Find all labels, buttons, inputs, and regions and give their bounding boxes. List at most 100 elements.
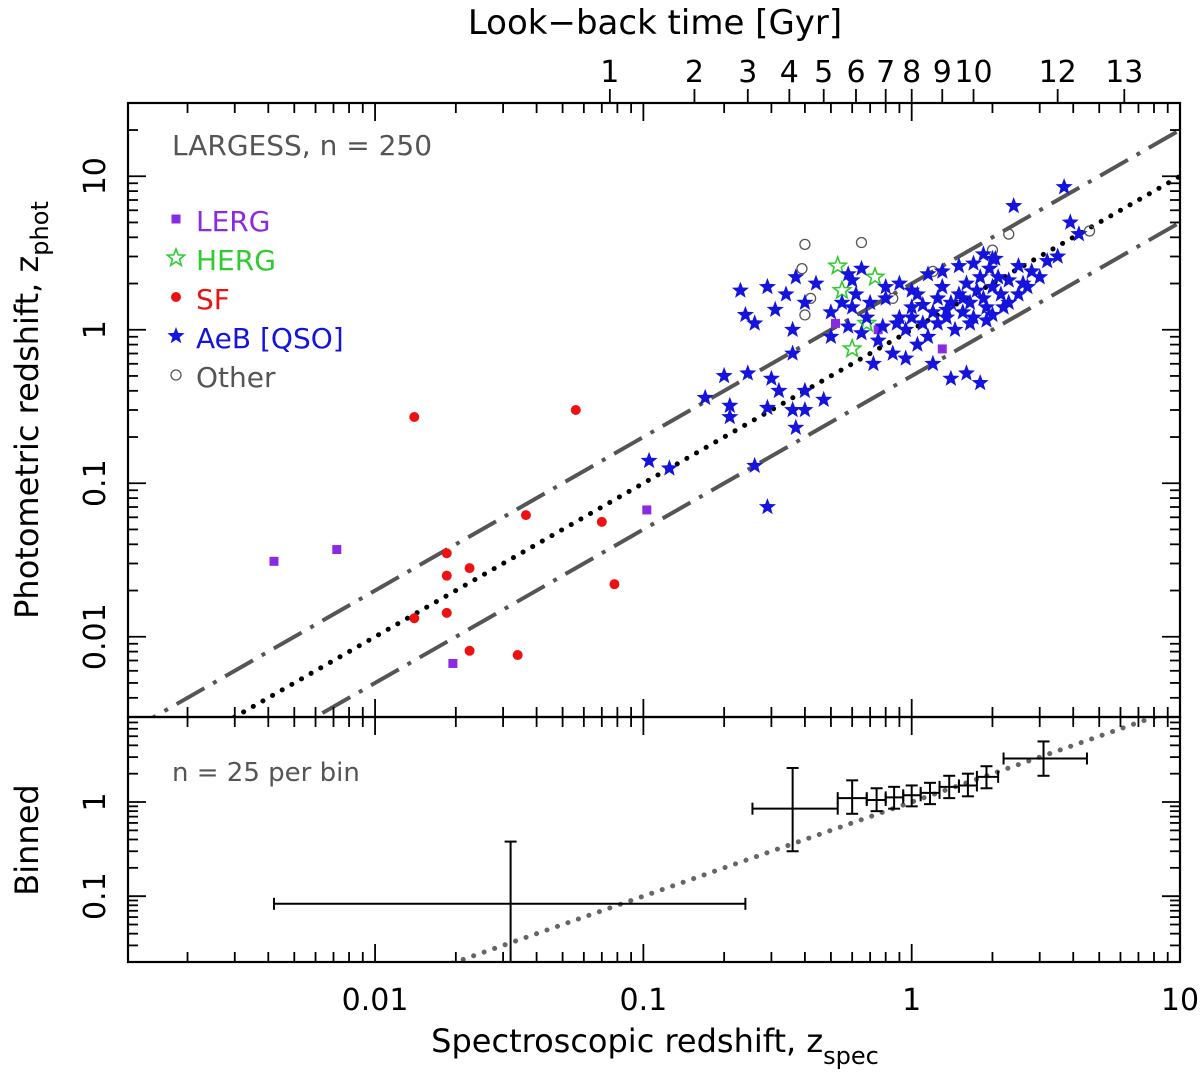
main-frame — [126, 101, 1182, 719]
point-aeb-qso — [980, 259, 999, 276]
point-aeb-qso — [957, 274, 975, 291]
point-sf — [464, 563, 475, 574]
top-axis-tick-label: 10 — [954, 55, 992, 90]
point-aeb-qso — [971, 374, 989, 391]
x-label-subscript: spec — [823, 1042, 879, 1070]
point-aeb-qso — [1055, 178, 1073, 195]
legend-label-lerg: LERG — [196, 205, 270, 238]
point-aeb-qso — [739, 364, 757, 381]
point-sf — [441, 607, 452, 618]
svg-text:Photometric redshift, zphot: Photometric redshift, zphot — [8, 201, 54, 619]
point-aeb-qso — [897, 320, 915, 337]
point-aeb-qso — [762, 369, 780, 386]
point-herg — [864, 265, 886, 287]
point-aeb-qso — [961, 293, 979, 310]
top-axis-tick-label: 4 — [780, 55, 799, 90]
main-y-tick-label: 1 — [78, 320, 113, 339]
point-aeb-qso — [766, 300, 784, 317]
top-axis-tick-label: 8 — [902, 55, 921, 90]
point-aeb-qso — [903, 308, 921, 325]
point-other — [796, 263, 808, 275]
point-aeb-qso — [965, 254, 983, 271]
binned-panel: 0.1 1 0.01 0.1 1 10 n = 25 per bin — [78, 715, 1199, 1018]
point-aeb-qso — [874, 317, 892, 334]
point-lerg — [332, 545, 342, 555]
legend-marker-sf — [171, 292, 181, 302]
point-aeb-qso — [852, 259, 871, 276]
point-sf — [441, 570, 452, 581]
point-aeb-qso — [1009, 257, 1027, 274]
point-aeb-qso — [839, 317, 857, 334]
reference-lines — [149, 128, 1180, 717]
top-axis-tick-label: 2 — [685, 55, 704, 90]
point-aeb-qso — [877, 289, 895, 306]
point-other — [1003, 228, 1015, 240]
point-aeb-qso — [971, 268, 989, 285]
point-aeb-qso — [758, 498, 776, 515]
point-aeb-qso — [787, 268, 805, 285]
top-axis-title: Look−back time [Gyr] — [468, 3, 842, 43]
x-tick-label: 1 — [902, 983, 921, 1018]
legend-marker-herg — [165, 246, 187, 268]
point-aeb-qso — [715, 366, 733, 384]
point-aeb-qso — [919, 265, 937, 282]
scatter-points — [269, 178, 1096, 668]
top-axis-tick-label: 6 — [846, 55, 865, 90]
point-aeb-qso — [746, 314, 764, 331]
x-axis-title: Spectroscopic redshift, zspec — [431, 1022, 879, 1070]
point-aeb-qso — [1014, 274, 1032, 291]
legend-marker-other — [170, 369, 182, 381]
point-aeb-qso — [864, 354, 882, 372]
point-aeb-qso — [929, 314, 947, 331]
point-aeb-qso — [961, 314, 979, 331]
point-herg — [856, 312, 878, 333]
point-aeb-qso — [721, 396, 739, 413]
point-aeb-qso — [890, 308, 908, 325]
binned-y-label: Binned — [8, 784, 46, 895]
point-aeb-qso — [861, 293, 879, 310]
point-aeb-qso — [924, 354, 942, 372]
point-aeb-qso — [903, 281, 921, 298]
point-sf — [409, 412, 420, 423]
point-aeb-qso — [954, 289, 972, 306]
point-aeb-qso — [929, 289, 947, 306]
point-aeb-qso — [721, 408, 739, 425]
point-aeb-qso — [1049, 247, 1067, 264]
point-aeb-qso — [696, 388, 714, 406]
point-aeb-qso — [946, 320, 964, 337]
point-aeb-qso — [884, 344, 902, 361]
point-aeb-qso — [983, 277, 1001, 295]
point-aeb-qso — [843, 298, 861, 315]
point-aeb-qso — [736, 305, 754, 323]
legend-label-other: Other — [196, 361, 276, 394]
point-aeb-qso — [1038, 252, 1056, 269]
point-aeb-qso — [974, 289, 992, 306]
point-aeb-qso — [731, 281, 749, 298]
point-aeb-qso — [1018, 277, 1036, 295]
x-tick-label: 10 — [1161, 983, 1199, 1018]
legend-label-herg: HERG — [196, 244, 276, 277]
point-aeb-qso — [869, 331, 887, 348]
main-annotation: LARGESS, n = 250 — [172, 129, 432, 162]
point-aeb-qso — [833, 293, 851, 310]
point-aeb-qso — [890, 274, 908, 291]
point-aeb-qso — [897, 349, 915, 366]
x-label-text: Spectroscopic redshift, z — [431, 1022, 823, 1060]
point-aeb-qso — [938, 300, 956, 317]
point-aeb-qso — [796, 293, 814, 310]
point-aeb-qso — [784, 320, 802, 337]
point-aeb-qso — [983, 305, 1001, 323]
main-y-tick-label: 10 — [78, 157, 113, 195]
top-axis-tick-label: 7 — [876, 55, 895, 90]
point-aeb-qso — [660, 459, 678, 476]
legend-marker-lerg — [171, 214, 181, 224]
point-aeb-qso — [1023, 262, 1041, 279]
point-other — [1083, 225, 1096, 237]
point-aeb-qso — [1000, 293, 1018, 310]
main-y-axis-title: Photometric redshift, zphot — [8, 201, 54, 619]
top-axis-tick-label: 1 — [600, 55, 619, 90]
point-aeb-qso — [977, 311, 995, 328]
point-other — [799, 238, 811, 250]
point-sf — [609, 579, 620, 590]
